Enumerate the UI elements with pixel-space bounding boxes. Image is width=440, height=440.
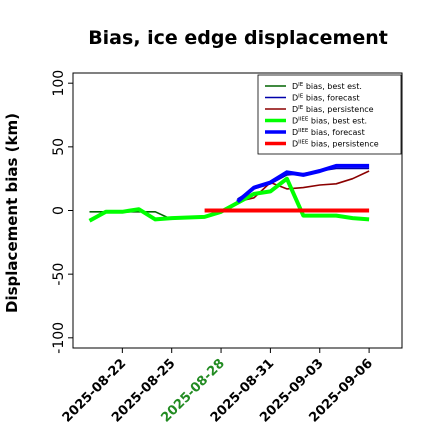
y-tick-label: 100 (51, 70, 67, 97)
plot-series (88, 163, 370, 223)
legend-entry: DIE bias, persistence (292, 105, 374, 114)
y-tick-label: 50 (51, 138, 67, 156)
y-tick-label: 0 (51, 206, 67, 215)
y-tick-label: -50 (51, 263, 67, 286)
legend-entry: DIE bias, best est. (292, 82, 362, 91)
y-ticks: -100 -50 0 50 100 (51, 70, 73, 354)
legend-entry: DIE bias, forecast (292, 94, 360, 103)
legend: DIE bias, best est. DIE bias, forecast DIE… (257, 74, 402, 155)
series-line-3 (220, 170, 370, 213)
legend-box (257, 74, 402, 155)
series-line-4 (88, 176, 370, 223)
chart-title: Bias, ice edge displacement (88, 27, 388, 49)
x-ticks: 2025-08-222025-08-252025-08-282025-08-31… (60, 348, 376, 426)
legend-entry: DIIEE bias, persistence (292, 140, 379, 149)
legend-entry: DIIEE bias, forecast (292, 128, 365, 137)
series-line-5 (236, 163, 370, 204)
y-axis-label: Displacement bias (km) (3, 113, 21, 313)
legend-entry: DIIEE bias, best est. (292, 117, 367, 126)
y-tick-label: -100 (51, 322, 67, 354)
